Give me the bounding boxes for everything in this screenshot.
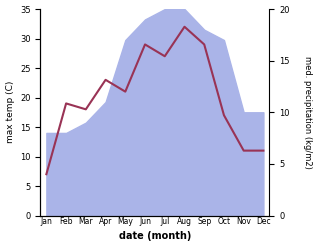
Y-axis label: max temp (C): max temp (C) xyxy=(5,81,15,144)
X-axis label: date (month): date (month) xyxy=(119,231,191,242)
Y-axis label: med. precipitation (kg/m2): med. precipitation (kg/m2) xyxy=(303,56,313,169)
